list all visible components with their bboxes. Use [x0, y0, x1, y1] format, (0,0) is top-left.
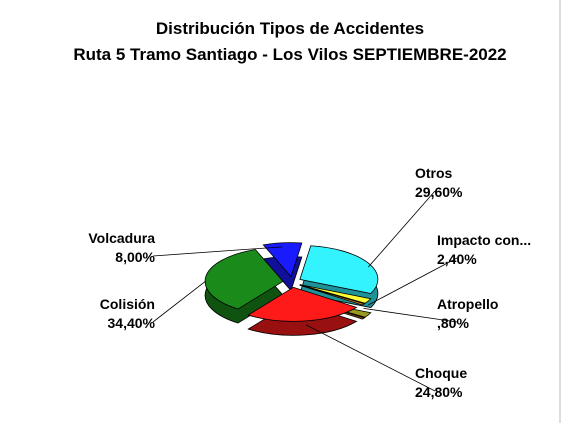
slice-value-label: 24,80% [415, 384, 463, 400]
leader-line [367, 257, 458, 306]
slice-value-label: 2,40% [437, 251, 477, 267]
slice [299, 284, 366, 306]
leader-line [363, 307, 458, 323]
slice-label: Otros [415, 165, 453, 181]
leader-line [152, 246, 283, 257]
chart-subtitle: Ruta 5 Tramo Santiago - Los Vilos SEPTIE… [73, 45, 506, 64]
leader-line [152, 280, 206, 323]
slice [299, 284, 372, 304]
slice-value-label: 34,40% [108, 315, 156, 331]
leader-line [305, 324, 436, 392]
slice [262, 242, 303, 278]
slice [204, 249, 284, 310]
leader-line [367, 190, 436, 268]
slice-label: Atropello [437, 296, 498, 312]
slice-value-label: ,80% [437, 315, 469, 331]
slice-value-label: 29,60% [415, 184, 463, 200]
chart-title: Distribución Tipos de Accidentes [156, 19, 424, 38]
slice-label: Impacto con... [437, 232, 531, 248]
slice-label: Colisión [100, 296, 155, 312]
slice [299, 245, 379, 294]
slice-value-label: 8,00% [115, 249, 155, 265]
slice [247, 286, 358, 322]
slice-label: Choque [415, 365, 467, 381]
slice-label: Volcadura [88, 230, 155, 246]
